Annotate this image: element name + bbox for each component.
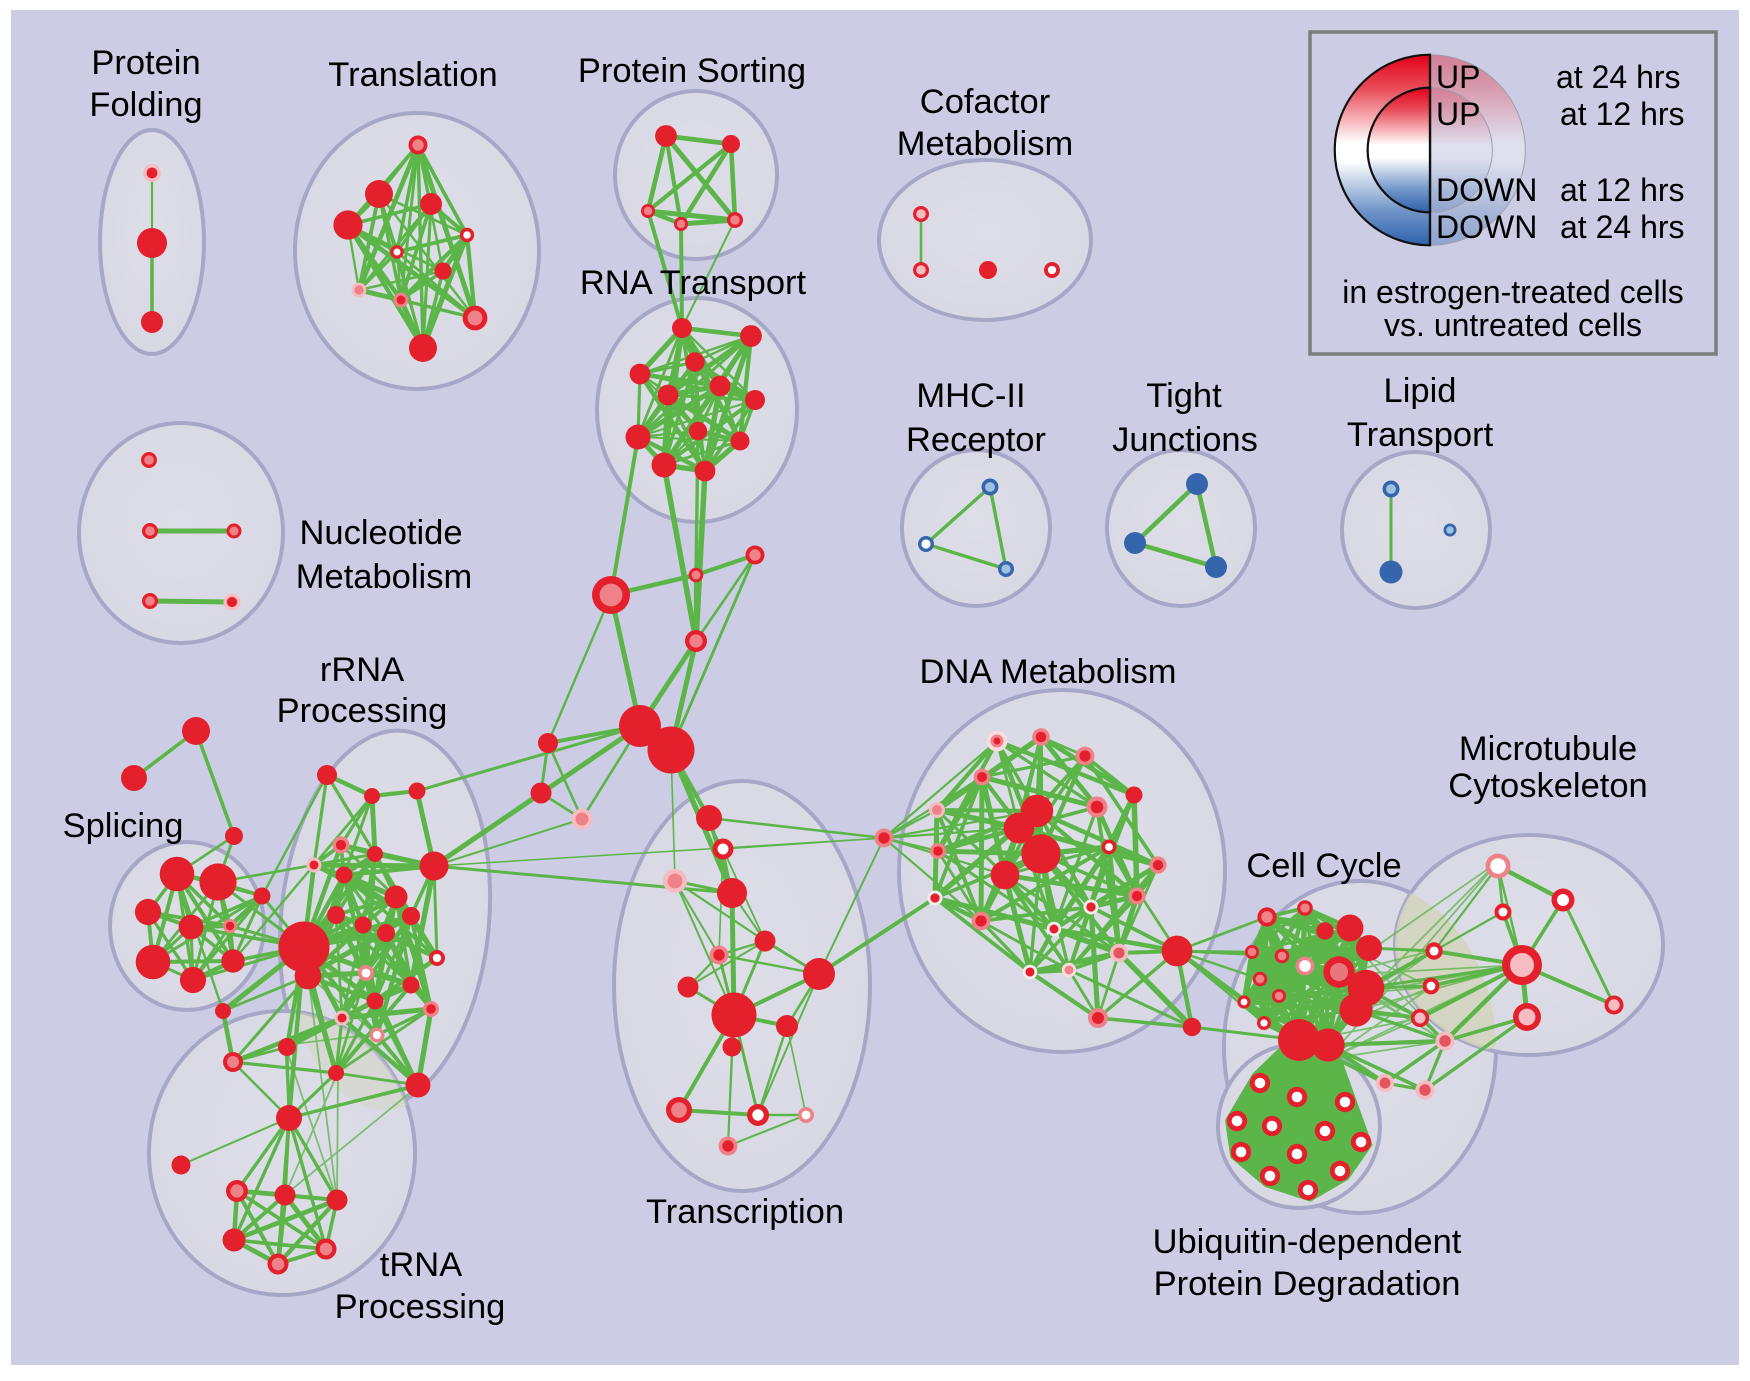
svg-text:at 24 hrs: at 24 hrs [1556,59,1681,95]
svg-text:DNA Metabolism: DNA Metabolism [920,653,1177,691]
svg-text:Cofactor: Cofactor [920,83,1050,121]
svg-text:Junctions: Junctions [1112,421,1258,459]
svg-text:Tight: Tight [1146,377,1222,415]
svg-text:Processing: Processing [277,692,448,730]
svg-text:Splicing: Splicing [63,807,184,845]
svg-text:vs. untreated cells: vs. untreated cells [1384,307,1642,343]
svg-text:Folding: Folding [89,86,202,124]
svg-text:Translation: Translation [328,56,497,94]
svg-text:Transcription: Transcription [646,1193,844,1231]
svg-text:at 24 hrs: at 24 hrs [1560,209,1685,245]
svg-text:UP: UP [1436,96,1480,132]
svg-text:Cell Cycle: Cell Cycle [1246,847,1401,885]
svg-text:Protein Degradation: Protein Degradation [1154,1265,1461,1303]
svg-text:Processing: Processing [335,1288,506,1326]
svg-text:Transport: Transport [1347,416,1494,454]
svg-text:Microtubule: Microtubule [1459,730,1637,768]
svg-text:Metabolism: Metabolism [296,558,472,596]
svg-text:Receptor: Receptor [906,421,1046,459]
svg-text:Cytoskeleton: Cytoskeleton [1448,767,1647,805]
svg-text:UP: UP [1436,59,1480,95]
svg-text:at 12 hrs: at 12 hrs [1560,172,1685,208]
svg-text:rRNA: rRNA [320,651,404,689]
svg-text:at 12 hrs: at 12 hrs [1560,96,1685,132]
svg-text:RNA Transport: RNA Transport [580,264,807,302]
svg-text:tRNA: tRNA [380,1246,462,1284]
svg-text:Protein: Protein [91,44,200,82]
svg-text:DOWN: DOWN [1436,209,1537,245]
svg-text:Protein Sorting: Protein Sorting [578,52,806,90]
svg-text:MHC-II: MHC-II [916,377,1025,415]
svg-text:Ubiquitin-dependent: Ubiquitin-dependent [1153,1223,1462,1261]
svg-text:DOWN: DOWN [1436,172,1537,208]
svg-text:Lipid: Lipid [1384,372,1457,410]
svg-text:Metabolism: Metabolism [897,125,1073,163]
svg-text:Nucleotide: Nucleotide [299,514,462,552]
svg-text:in estrogen-treated cells: in estrogen-treated cells [1342,274,1684,310]
